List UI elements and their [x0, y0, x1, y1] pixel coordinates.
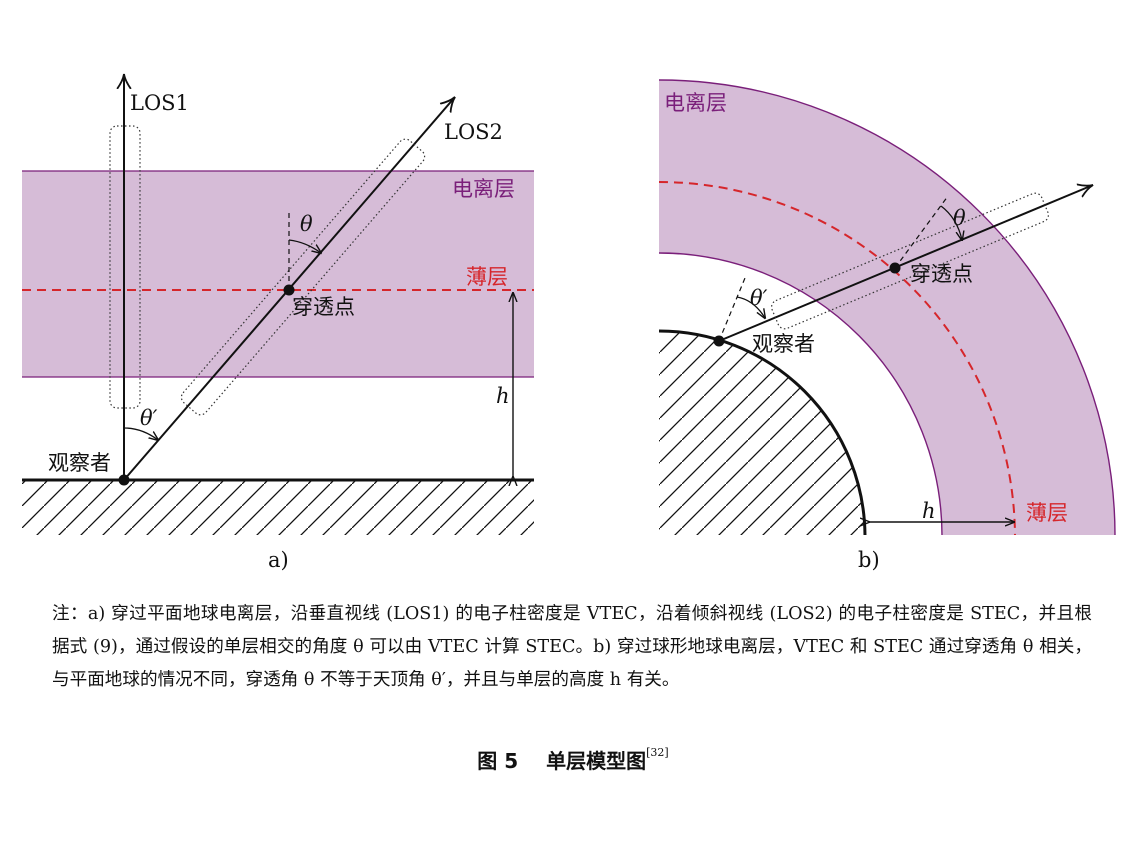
ground-hatch-a: [22, 480, 534, 535]
theta-label-b: θ: [953, 206, 966, 230]
thin-layer-label-b: 薄层: [1026, 501, 1068, 525]
observer-label-b: 观察者: [752, 332, 815, 356]
ionosphere-inner-border-b: [659, 252, 943, 535]
earth-hatch-b: [659, 331, 865, 535]
single-layer-model-figure: LOS1 LOS2 电离层 薄层 穿透点 观察者 θ θ′ h a): [22, 0, 1116, 572]
figure-note: 注：a) 穿过平面地球电离层，沿垂直视线 (LOS1) 的电子柱密度是 VTEC…: [52, 604, 1092, 690]
los2-label: LOS2: [444, 120, 503, 144]
figure-number: 图 5: [477, 749, 519, 773]
pierce-point-dot-b: [889, 262, 901, 274]
panel-b: 电离层 薄层 穿透点 观察者 θ θ′ h b): [659, 79, 1116, 572]
earth-surface-b: [659, 329, 867, 535]
ionosphere-label-b: 电离层: [664, 91, 727, 115]
theta-prime-arc-b: [736, 296, 765, 318]
theta-arc-b: [940, 205, 962, 240]
observer-dot-b: [713, 335, 725, 347]
pierce-point-label-a: 穿透点: [292, 295, 355, 319]
figure-caption: 图 5 单层模型图[32]: [0, 745, 1134, 774]
height-label-a: h: [496, 384, 510, 408]
theta-label-a: θ: [300, 212, 313, 236]
los-column-dotted-b: [770, 192, 1050, 330]
los2-column-dotted: [180, 138, 426, 416]
figure-reference: [32]: [646, 746, 669, 760]
observer-label-a: 观察者: [48, 451, 111, 475]
ionosphere-band-a: [22, 171, 534, 377]
theta-prime-arc-a: [123, 427, 158, 440]
pierce-radial-dashed-b: [894, 195, 949, 269]
thin-layer-arc-b: [659, 181, 1016, 535]
panel-label-b: b): [858, 548, 880, 572]
thin-layer-label-a: 薄层: [466, 265, 508, 289]
theta-prime-label-a: θ′: [140, 406, 158, 430]
pierce-point-dot-a: [283, 284, 295, 296]
panel-label-a: a): [268, 548, 289, 572]
los1-label: LOS1: [130, 91, 189, 115]
ionosphere-label-a: 电离层: [452, 177, 515, 201]
los1-column-dotted: [109, 125, 141, 409]
los-line-b: [718, 185, 1093, 342]
figure-title: 单层模型图: [546, 749, 647, 773]
ionosphere-outer-border-b: [659, 79, 1116, 535]
theta-prime-label-b: θ′: [750, 286, 768, 310]
observer-zenith-dashed-b: [718, 277, 746, 342]
ionosphere-shell-b: [659, 80, 1115, 535]
pierce-point-label-b: 穿透点: [910, 262, 973, 286]
height-label-b: h: [922, 499, 936, 523]
observer-dot-a: [118, 474, 130, 486]
panel-a: LOS1 LOS2 电离层 薄层 穿透点 观察者 θ θ′ h a): [22, 74, 534, 572]
theta-arc-a: [288, 239, 321, 253]
